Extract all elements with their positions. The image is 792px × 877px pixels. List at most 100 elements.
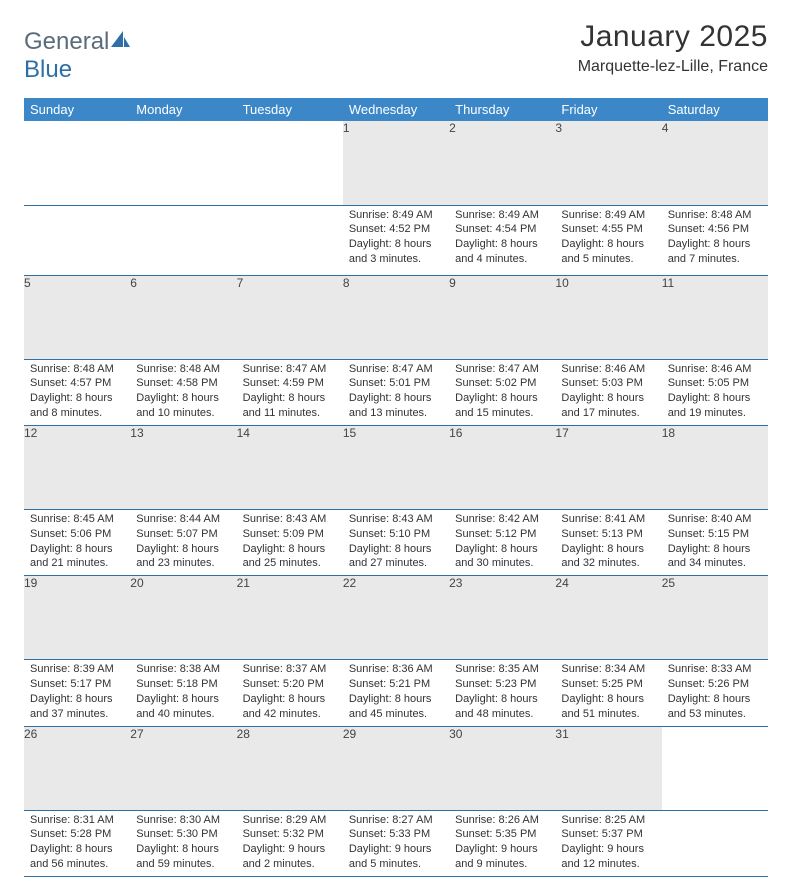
day-info-cell: Sunrise: 8:42 AMSunset: 5:12 PMDaylight:… [449,509,555,575]
sunset-text: Sunset: 4:55 PM [561,222,655,237]
sunset-text: Sunset: 5:32 PM [243,827,337,842]
sunset-text: Sunset: 5:17 PM [30,677,124,692]
daynum-row: 567891011 [24,275,768,359]
daylight-text: Daylight: 8 hours and 27 minutes. [349,542,443,572]
day-info-cell: Sunrise: 8:31 AMSunset: 5:28 PMDaylight:… [24,810,130,876]
day-info-cell: Sunrise: 8:38 AMSunset: 5:18 PMDaylight:… [130,660,236,726]
day-info-cell: Sunrise: 8:43 AMSunset: 5:09 PMDaylight:… [237,509,343,575]
day-number-cell: 14 [237,425,343,509]
sunset-text: Sunset: 5:15 PM [668,527,762,542]
day-info-cell: Sunrise: 8:47 AMSunset: 5:02 PMDaylight:… [449,359,555,425]
day-number-cell: 8 [343,275,449,359]
day-info-cell: Sunrise: 8:44 AMSunset: 5:07 PMDaylight:… [130,509,236,575]
sunrise-text: Sunrise: 8:40 AM [668,512,762,527]
sunset-text: Sunset: 4:57 PM [30,376,124,391]
day-header: Thursday [449,98,555,121]
day-header: Tuesday [237,98,343,121]
sunset-text: Sunset: 5:37 PM [561,827,655,842]
sunrise-text: Sunrise: 8:47 AM [349,362,443,377]
sunrise-text: Sunrise: 8:42 AM [455,512,549,527]
day-number-cell: 25 [662,576,768,660]
sunset-text: Sunset: 5:01 PM [349,376,443,391]
daylight-text: Daylight: 8 hours and 23 minutes. [136,542,230,572]
logo-word-blue: Blue [24,56,72,83]
day-number-cell: 22 [343,576,449,660]
daylight-text: Daylight: 8 hours and 59 minutes. [136,842,230,872]
daylight-text: Daylight: 8 hours and 8 minutes. [30,391,124,421]
day-number-cell: 6 [130,275,236,359]
sunset-text: Sunset: 5:06 PM [30,527,124,542]
daylight-text: Daylight: 8 hours and 40 minutes. [136,692,230,722]
sunrise-text: Sunrise: 8:39 AM [30,662,124,677]
day-number-cell [24,121,130,205]
calendar-body: 1234Sunrise: 8:49 AMSunset: 4:52 PMDayli… [24,121,768,877]
day-number-cell [237,121,343,205]
sunset-text: Sunset: 5:02 PM [455,376,549,391]
sunrise-text: Sunrise: 8:48 AM [30,362,124,377]
day-info-cell: Sunrise: 8:40 AMSunset: 5:15 PMDaylight:… [662,509,768,575]
day-number-cell: 5 [24,275,130,359]
day-info-cell [24,205,130,275]
sunset-text: Sunset: 5:35 PM [455,827,549,842]
sunset-text: Sunset: 5:07 PM [136,527,230,542]
day-info-cell: Sunrise: 8:33 AMSunset: 5:26 PMDaylight:… [662,660,768,726]
day-header: Friday [555,98,661,121]
daylight-text: Daylight: 8 hours and 42 minutes. [243,692,337,722]
sunrise-text: Sunrise: 8:38 AM [136,662,230,677]
day-header-row: Sunday Monday Tuesday Wednesday Thursday… [24,98,768,121]
daylight-text: Daylight: 8 hours and 30 minutes. [455,542,549,572]
day-number-cell: 16 [449,425,555,509]
daylight-text: Daylight: 8 hours and 5 minutes. [561,237,655,267]
sunset-text: Sunset: 4:58 PM [136,376,230,391]
day-info-cell: Sunrise: 8:46 AMSunset: 5:05 PMDaylight:… [662,359,768,425]
sunrise-text: Sunrise: 8:47 AM [243,362,337,377]
daylight-text: Daylight: 8 hours and 51 minutes. [561,692,655,722]
day-number-cell: 12 [24,425,130,509]
sunset-text: Sunset: 5:26 PM [668,677,762,692]
sunrise-text: Sunrise: 8:25 AM [561,813,655,828]
day-info-cell: Sunrise: 8:47 AMSunset: 4:59 PMDaylight:… [237,359,343,425]
daylight-text: Daylight: 8 hours and 17 minutes. [561,391,655,421]
daylight-text: Daylight: 9 hours and 9 minutes. [455,842,549,872]
day-number-cell [130,121,236,205]
day-number-cell: 20 [130,576,236,660]
daylight-text: Daylight: 8 hours and 53 minutes. [668,692,762,722]
day-number-cell: 18 [662,425,768,509]
sunrise-text: Sunrise: 8:31 AM [30,813,124,828]
sunset-text: Sunset: 5:18 PM [136,677,230,692]
day-info-cell: Sunrise: 8:45 AMSunset: 5:06 PMDaylight:… [24,509,130,575]
day-info-cell: Sunrise: 8:49 AMSunset: 4:52 PMDaylight:… [343,205,449,275]
sunset-text: Sunset: 5:25 PM [561,677,655,692]
day-info-cell: Sunrise: 8:46 AMSunset: 5:03 PMDaylight:… [555,359,661,425]
sunrise-text: Sunrise: 8:49 AM [349,208,443,223]
daylight-text: Daylight: 8 hours and 25 minutes. [243,542,337,572]
day-header: Sunday [24,98,130,121]
daylight-text: Daylight: 8 hours and 13 minutes. [349,391,443,421]
sunrise-text: Sunrise: 8:41 AM [561,512,655,527]
day-info-cell: Sunrise: 8:34 AMSunset: 5:25 PMDaylight:… [555,660,661,726]
sunrise-text: Sunrise: 8:36 AM [349,662,443,677]
daylight-text: Daylight: 9 hours and 12 minutes. [561,842,655,872]
daylight-text: Daylight: 9 hours and 5 minutes. [349,842,443,872]
sunrise-text: Sunrise: 8:48 AM [136,362,230,377]
day-info-cell: Sunrise: 8:48 AMSunset: 4:56 PMDaylight:… [662,205,768,275]
day-number-cell: 11 [662,275,768,359]
daynum-row: 12131415161718 [24,425,768,509]
day-info-cell: Sunrise: 8:49 AMSunset: 4:55 PMDaylight:… [555,205,661,275]
day-number-cell: 30 [449,726,555,810]
day-info-cell: Sunrise: 8:26 AMSunset: 5:35 PMDaylight:… [449,810,555,876]
day-number-cell [662,726,768,810]
daylight-text: Daylight: 8 hours and 11 minutes. [243,391,337,421]
day-info-cell: Sunrise: 8:48 AMSunset: 4:58 PMDaylight:… [130,359,236,425]
sunrise-text: Sunrise: 8:49 AM [561,208,655,223]
day-info-cell: Sunrise: 8:39 AMSunset: 5:17 PMDaylight:… [24,660,130,726]
logo-text: GeneralBlue [24,28,131,84]
day-number-cell: 4 [662,121,768,205]
daylight-text: Daylight: 8 hours and 19 minutes. [668,391,762,421]
sunrise-text: Sunrise: 8:37 AM [243,662,337,677]
info-row: Sunrise: 8:49 AMSunset: 4:52 PMDaylight:… [24,205,768,275]
sunrise-text: Sunrise: 8:43 AM [349,512,443,527]
day-number-cell: 21 [237,576,343,660]
day-info-cell: Sunrise: 8:43 AMSunset: 5:10 PMDaylight:… [343,509,449,575]
sunrise-text: Sunrise: 8:33 AM [668,662,762,677]
